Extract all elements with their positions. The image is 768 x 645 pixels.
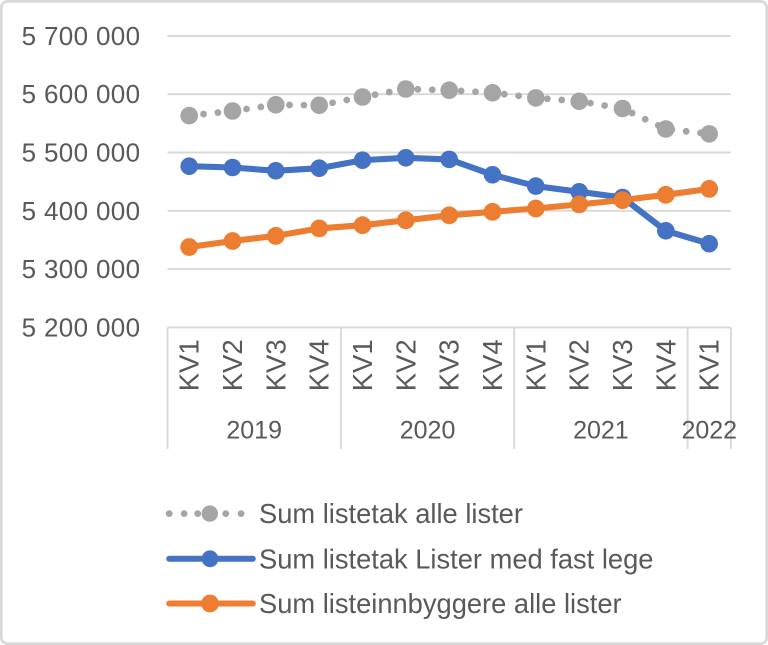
svg-text:KV1: KV1	[174, 339, 205, 391]
svg-text:5 300 000: 5 300 000	[22, 254, 141, 284]
svg-text:5 400 000: 5 400 000	[22, 196, 141, 226]
svg-text:KV4: KV4	[477, 339, 508, 391]
svg-text:5 600 000: 5 600 000	[22, 79, 141, 109]
svg-text:KV1: KV1	[694, 339, 725, 391]
svg-text:KV4: KV4	[304, 339, 335, 391]
svg-text:2020: 2020	[400, 417, 456, 445]
svg-text:Sum listetak alle lister: Sum listetak alle lister	[259, 498, 523, 529]
svg-text:Sum listetak Lister med fast l: Sum listetak Lister med fast lege	[259, 543, 653, 574]
svg-text:KV3: KV3	[607, 339, 638, 391]
svg-text:KV1: KV1	[347, 339, 378, 391]
svg-text:KV2: KV2	[390, 339, 421, 391]
svg-text:5 200 000: 5 200 000	[22, 312, 141, 342]
svg-text:KV4: KV4	[650, 339, 681, 391]
svg-text:Sum listeinnbyggere alle liste: Sum listeinnbyggere alle lister	[259, 588, 622, 619]
svg-text:5 500 000: 5 500 000	[22, 138, 141, 168]
svg-text:KV2: KV2	[564, 339, 595, 391]
svg-text:2021: 2021	[573, 417, 629, 445]
svg-text:KV2: KV2	[217, 339, 248, 391]
svg-text:5 700 000: 5 700 000	[22, 21, 141, 51]
svg-text:KV3: KV3	[434, 339, 465, 391]
svg-text:KV1: KV1	[520, 339, 551, 391]
svg-text:2022: 2022	[681, 417, 737, 445]
svg-text:KV3: KV3	[260, 339, 291, 391]
svg-text:2019: 2019	[226, 417, 282, 445]
